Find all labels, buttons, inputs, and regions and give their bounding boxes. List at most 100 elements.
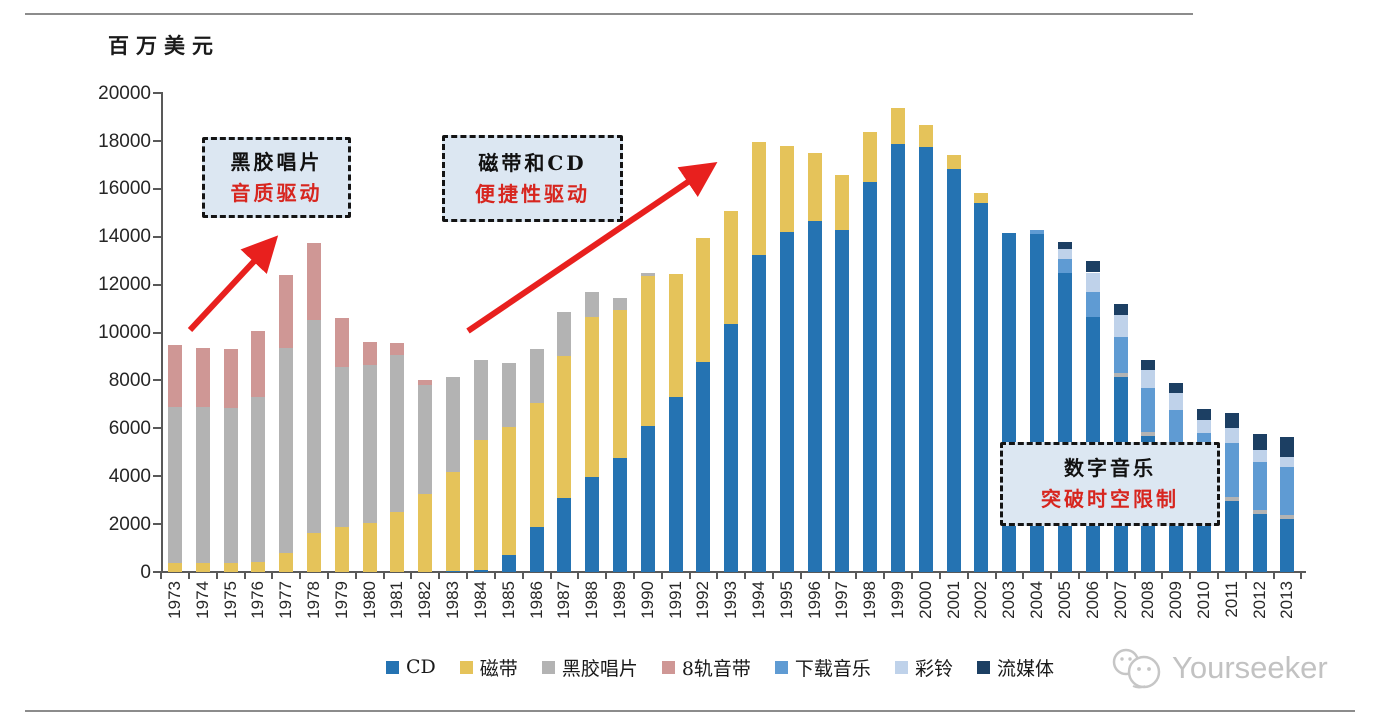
legend-item-下载音乐: 下载音乐: [774, 654, 871, 681]
chart-legend: CD 磁带 黑胶唱片 8轨音带 下载音乐 彩铃 流媒体: [290, 652, 1150, 682]
x-axis-tick: [521, 572, 524, 579]
bar-segment-1985-黑胶唱片: [501, 363, 516, 427]
bar-segment-1989-CD: [612, 458, 627, 572]
x-axis-label-1990: 1990: [637, 581, 657, 619]
bar-segment-2001-CD: [946, 169, 961, 572]
bar-segment-2008-下载音乐: [1141, 388, 1156, 432]
y-axis-tick: [153, 140, 161, 143]
bar-segment-1980-黑胶唱片: [362, 364, 377, 524]
bar-segment-2009-流媒体: [1169, 383, 1184, 394]
x-axis-label-1987: 1987: [554, 581, 574, 619]
x-axis-label-1980: 1980: [359, 581, 379, 619]
x-axis-tick: [938, 572, 941, 579]
bar-segment-2011-彩铃: [1224, 428, 1239, 444]
bar-segment-1987-CD: [557, 498, 572, 572]
legend-item-磁带: 磁带: [459, 654, 518, 681]
bar-segment-1977-黑胶唱片: [279, 348, 294, 554]
x-axis-tick: [1133, 572, 1136, 579]
bar-segment-1973-黑胶唱片: [168, 406, 182, 563]
bar-segment-1990-黑胶唱片: [640, 273, 655, 276]
x-axis: [160, 571, 1306, 573]
x-axis-tick: [271, 572, 274, 579]
x-axis-label-1981: 1981: [387, 581, 407, 619]
x-axis-tick: [354, 572, 357, 579]
x-axis-tick: [1189, 572, 1192, 579]
x-axis-label-2000: 2000: [915, 581, 935, 619]
bar-segment-2002-磁带: [974, 192, 989, 203]
bar-segment-1974-黑胶唱片: [195, 406, 210, 563]
x-axis-tick: [1300, 572, 1303, 579]
bar-segment-2011-黑胶唱片: [1224, 496, 1239, 501]
bar-segment-1993-磁带: [724, 210, 739, 325]
bar-segment-1977-8轨音带: [279, 274, 294, 349]
bar-segment-1977-磁带: [279, 553, 294, 572]
x-axis-label-1994: 1994: [749, 581, 768, 619]
watermark: Yourseeker: [1100, 644, 1380, 692]
bar-segment-2013-CD: [1280, 519, 1295, 572]
bar-segment-1987-黑胶唱片: [557, 311, 572, 356]
bar-segment-2006-流媒体: [1085, 261, 1100, 273]
x-axis-tick: [799, 572, 802, 579]
bar-segment-1996-CD: [807, 221, 822, 572]
bar-segment-2006-下载音乐: [1085, 291, 1100, 317]
x-axis-tick: [1022, 572, 1025, 579]
bar-segment-1994-CD: [752, 255, 766, 572]
x-axis-tick: [855, 572, 858, 579]
annotation-box-digital: 数字音乐 突破时空限制: [1000, 442, 1220, 526]
x-axis-label-2003: 2003: [999, 581, 1019, 619]
bar-segment-1991-磁带: [668, 274, 683, 397]
x-axis-label-1997: 1997: [832, 581, 852, 619]
x-axis-tick: [1161, 572, 1164, 579]
bar-segment-1990-CD: [640, 425, 655, 572]
annotation-box-vinyl: 黑胶唱片 音质驱动: [202, 137, 351, 218]
legend-swatch-8轨音带: [661, 660, 675, 674]
bar-segment-2000-磁带: [918, 125, 933, 148]
bar-segment-1976-8轨音带: [251, 330, 266, 397]
legend-label-下载音乐: 下载音乐: [794, 657, 871, 680]
x-axis-tick: [660, 572, 663, 579]
bar-segment-1988-磁带: [585, 316, 600, 478]
watermark-text: Yourseeker: [1172, 650, 1328, 685]
x-axis-tick: [883, 572, 886, 579]
x-axis-label-1991: 1991: [665, 581, 685, 619]
bar-segment-1981-磁带: [390, 511, 405, 572]
x-axis-tick: [966, 572, 969, 579]
bar-segment-1979-8轨音带: [334, 318, 349, 367]
legend-item-流媒体: 流媒体: [976, 654, 1054, 681]
bar-segment-2011-流媒体: [1224, 413, 1239, 429]
legend-label-CD: CD: [406, 656, 436, 678]
x-axis-label-1992: 1992: [693, 581, 713, 619]
bar-segment-1992-磁带: [696, 237, 711, 362]
bar-segment-1982-黑胶唱片: [418, 385, 433, 495]
x-axis-label-1986: 1986: [526, 581, 546, 619]
bar-segment-1993-CD: [724, 324, 739, 572]
legend-label-磁带: 磁带: [479, 657, 518, 680]
legend-label-彩铃: 彩铃: [914, 657, 953, 680]
bar-segment-2007-下载音乐: [1113, 336, 1128, 374]
y-axis-tick-label: 8000: [108, 369, 151, 391]
legend-swatch-流媒体: [976, 660, 990, 674]
bar-segment-2011-下载音乐: [1224, 443, 1239, 497]
x-axis-label-2010: 2010: [1193, 581, 1213, 619]
legend-swatch-彩铃: [894, 660, 908, 674]
legend-label-黑胶唱片: 黑胶唱片: [561, 657, 638, 680]
x-axis-label-1996: 1996: [804, 581, 824, 619]
bar-segment-1984-磁带: [473, 439, 488, 570]
x-axis-tick: [827, 572, 830, 579]
bar-segment-1985-CD: [501, 555, 516, 572]
x-axis-tick: [382, 572, 385, 579]
y-axis-tick: [153, 427, 161, 430]
bar-segment-1988-CD: [585, 477, 600, 572]
x-axis-tick: [215, 572, 218, 579]
bar-segment-1980-磁带: [362, 523, 377, 572]
x-axis-label-1993: 1993: [721, 581, 741, 619]
bar-segment-1974-磁带: [195, 562, 210, 572]
bar-segment-2002-CD: [974, 202, 989, 572]
bar-segment-1983-CD: [446, 570, 461, 572]
x-axis-label-2011: 2011: [1221, 581, 1241, 618]
x-axis-tick: [438, 572, 441, 579]
bar-segment-1986-磁带: [529, 403, 544, 528]
bar-segment-1983-磁带: [446, 471, 461, 571]
x-axis-tick: [605, 572, 608, 579]
x-axis-label-1985: 1985: [498, 581, 518, 619]
